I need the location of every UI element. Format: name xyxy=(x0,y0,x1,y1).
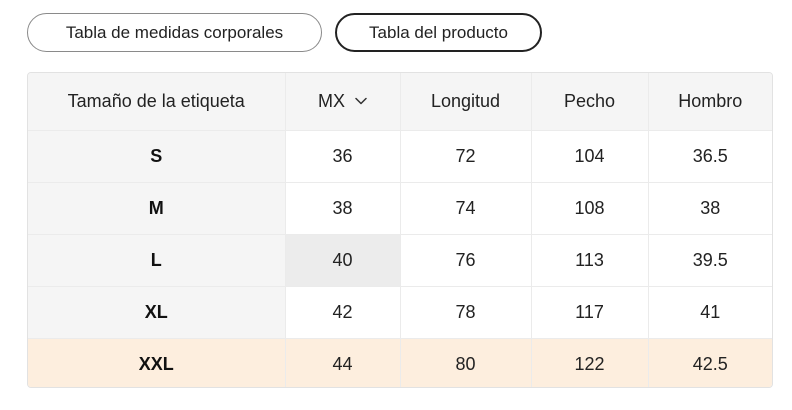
tab-product-chart[interactable]: Tabla del producto xyxy=(335,13,542,52)
header-unit-selector[interactable]: MX xyxy=(285,73,401,131)
table-row: M 38 74 108 38 xyxy=(28,182,772,235)
table-cell: 122 xyxy=(531,338,649,387)
header-shoulder: Hombro xyxy=(648,73,772,131)
table-cell: 44 xyxy=(285,338,401,387)
table-cell: 41 xyxy=(648,286,772,339)
table-cell: 76 xyxy=(400,234,532,287)
table-row: S 36 72 104 36.5 xyxy=(28,130,772,183)
table-cell: 104 xyxy=(531,130,649,183)
table-cell: 38 xyxy=(648,182,772,235)
table-cell-hovered: 40 xyxy=(285,234,401,287)
table-cell: 78 xyxy=(400,286,532,339)
size-label: XXL xyxy=(28,338,286,387)
table-row: XL 42 78 117 41 xyxy=(28,286,772,339)
size-label: M xyxy=(28,182,286,235)
table-cell: 42 xyxy=(285,286,401,339)
table-cell: 117 xyxy=(531,286,649,339)
table-cell: 74 xyxy=(400,182,532,235)
chart-type-tabs: Tabla de medidas corporales Tabla del pr… xyxy=(27,13,542,52)
table-cell: 80 xyxy=(400,338,532,387)
size-table: Tamaño de la etiqueta MX Longitud Pecho … xyxy=(27,72,773,388)
size-label: L xyxy=(28,234,286,287)
table-cell: 113 xyxy=(531,234,649,287)
table-row: L 40 76 113 39.5 xyxy=(28,234,772,287)
table-cell: 72 xyxy=(400,130,532,183)
size-label: S xyxy=(28,130,286,183)
table-cell: 42.5 xyxy=(648,338,772,387)
table-cell: 36 xyxy=(285,130,401,183)
header-chest: Pecho xyxy=(531,73,649,131)
header-label-size: Tamaño de la etiqueta xyxy=(28,73,286,131)
chevron-down-icon xyxy=(355,98,367,105)
table-cell: 108 xyxy=(531,182,649,235)
table-header-row: Tamaño de la etiqueta MX Longitud Pecho … xyxy=(28,73,772,131)
table-cell: 38 xyxy=(285,182,401,235)
table-cell: 39.5 xyxy=(648,234,772,287)
table-cell: 36.5 xyxy=(648,130,772,183)
header-length: Longitud xyxy=(400,73,532,131)
size-label: XL xyxy=(28,286,286,339)
unit-selector-label: MX xyxy=(318,90,345,111)
tab-body-measurements[interactable]: Tabla de medidas corporales xyxy=(27,13,322,52)
table-row-highlighted: XXL 44 80 122 42.5 xyxy=(28,338,772,387)
